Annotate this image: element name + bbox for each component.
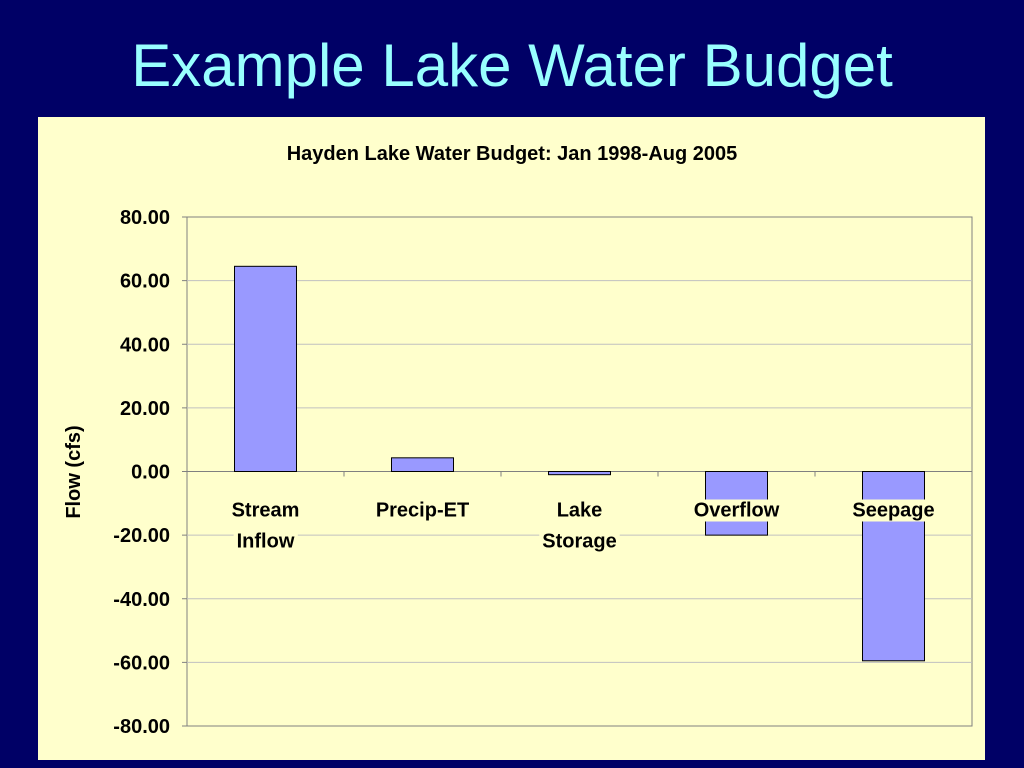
category-label-line: Storage — [542, 531, 616, 553]
bar — [391, 457, 454, 472]
category-label-bg — [233, 530, 298, 553]
y-tick-label: -80.00 — [113, 716, 170, 738]
y-tick-label: 60.00 — [120, 271, 170, 293]
category-label: Seepage — [849, 499, 938, 522]
category-labels: Stream Inflow Precip-ET Lake Storage Overflow… — [228, 499, 938, 553]
bar — [234, 265, 297, 472]
category-label: Stream Inflow — [228, 499, 303, 553]
y-tick-label: 80.00 — [120, 207, 170, 229]
category-label: Overflow — [690, 499, 783, 522]
y-tick-label: 20.00 — [120, 398, 170, 420]
category-label-line: Lake — [557, 500, 603, 522]
category-label-bg — [539, 530, 620, 553]
category-label-line: Overflow — [694, 500, 780, 522]
category-label: Lake Storage — [539, 499, 620, 553]
y-tick-label: 0.00 — [131, 462, 170, 484]
category-label-line: Precip-ET — [376, 500, 469, 522]
chart-panel: Hayden Lake Water Budget: Jan 1998-Aug 2… — [38, 117, 985, 760]
category-label-bg — [849, 499, 938, 522]
category-label-line: Stream — [232, 500, 300, 522]
y-tick-label: -40.00 — [113, 589, 170, 611]
chart-title: Hayden Lake Water Budget: Jan 1998-Aug 2… — [287, 143, 738, 165]
category-label-bg — [553, 499, 606, 522]
bar — [548, 471, 611, 476]
y-tick-labels: 80.00 60.00 40.00 20.00 0.00 -20.00 -40.00 -60.… — [113, 207, 170, 738]
category-label-bg — [690, 499, 783, 522]
slide-title: Example Lake Water Budget — [131, 32, 893, 99]
y-axis-title: Flow (cfs) — [63, 425, 85, 518]
bar-chart: Hayden Lake Water Budget: Jan 1998-Aug 2… — [63, 143, 973, 738]
y-tick-label: 40.00 — [120, 334, 170, 356]
category-label-line: Seepage — [852, 500, 934, 522]
category-label-line: Inflow — [237, 531, 295, 553]
y-tick-label: -20.00 — [113, 525, 170, 547]
y-tick-label: -60.00 — [113, 652, 170, 674]
category-label: Precip-ET — [372, 499, 473, 522]
category-label-bg — [372, 499, 473, 522]
category-label-bg — [228, 499, 303, 522]
